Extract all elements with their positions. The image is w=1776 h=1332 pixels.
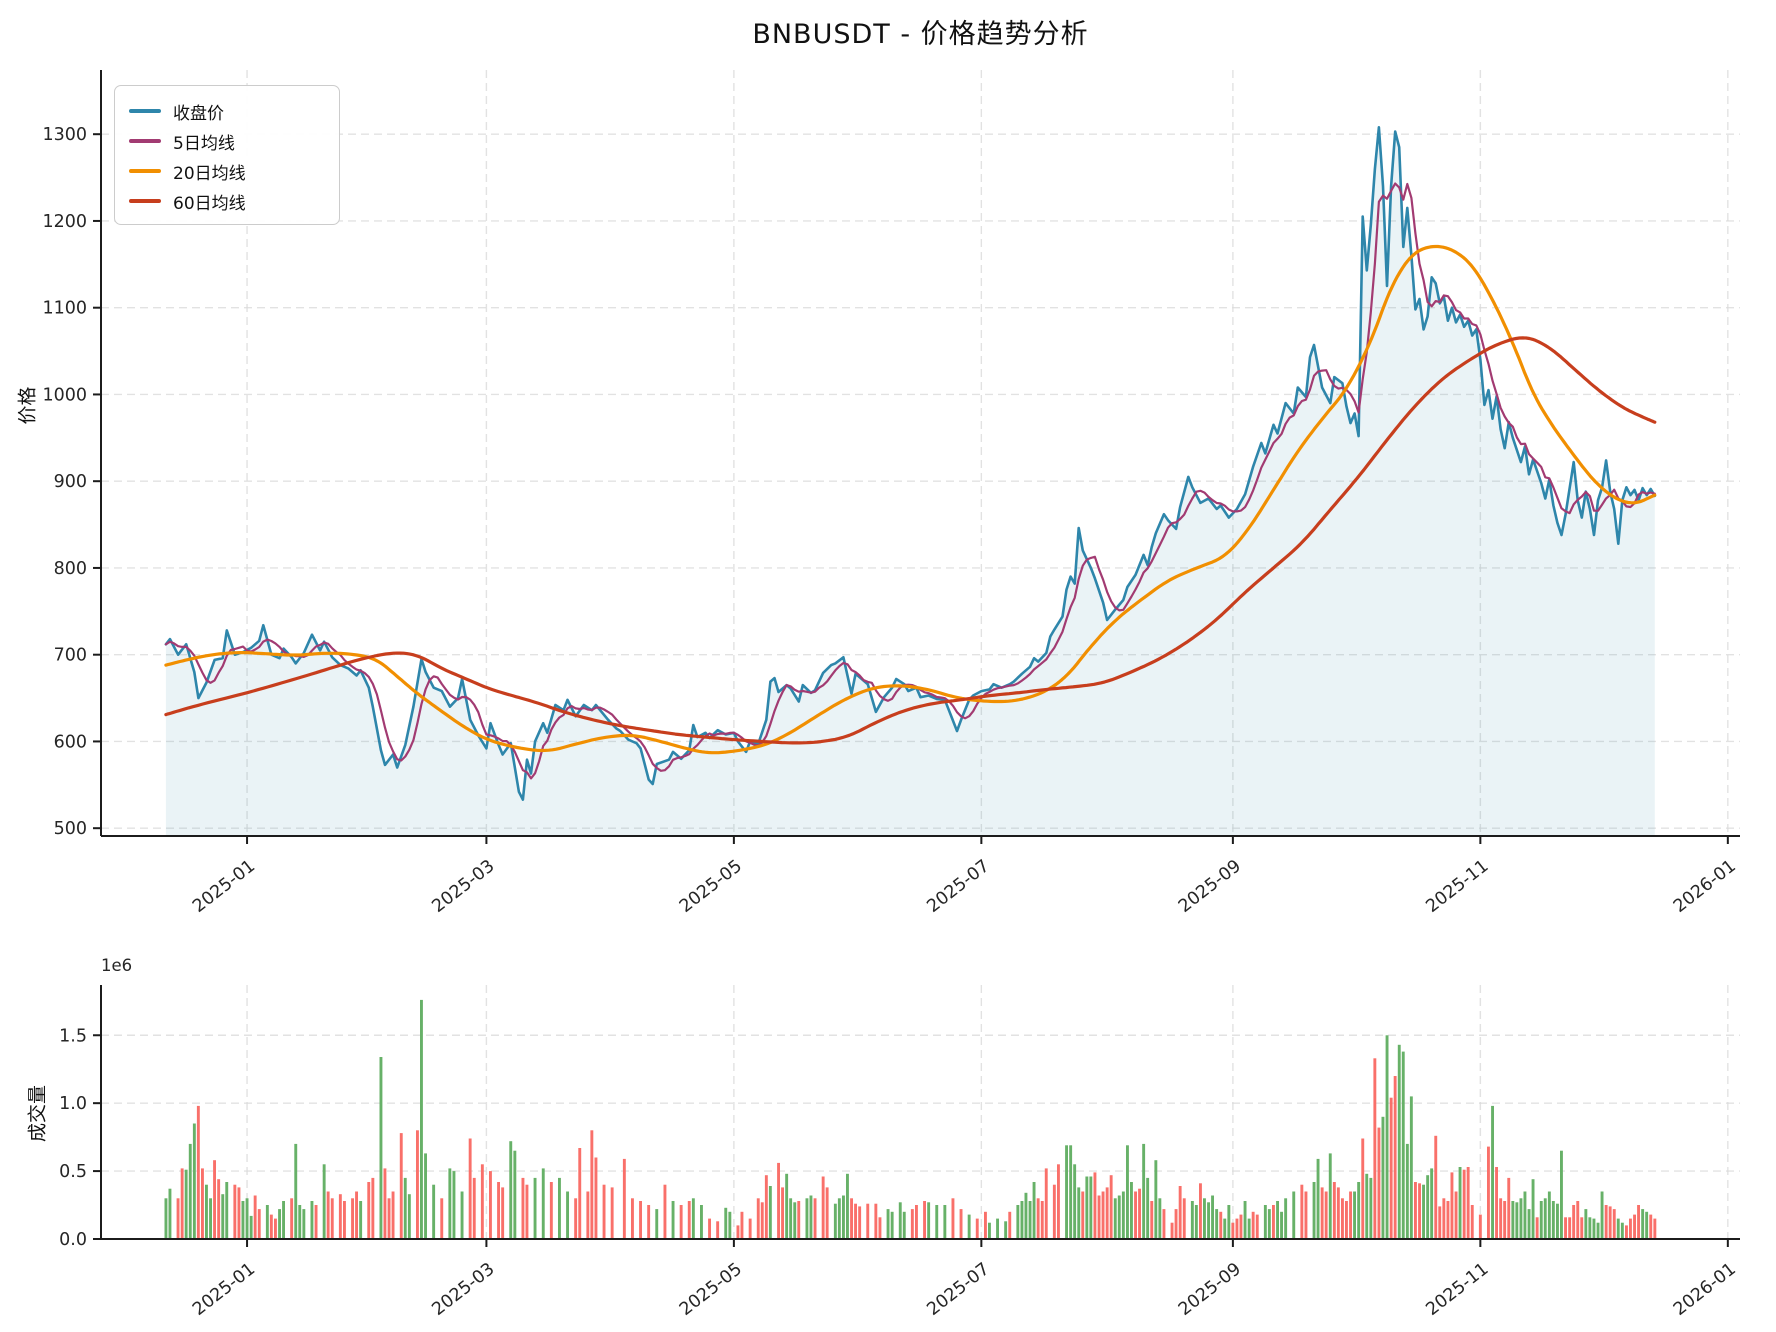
ma60-line [164, 336, 1657, 745]
svg-text:2025-01: 2025-01 [189, 1259, 259, 1320]
legend: 收盘价 5日均线 20日均线 60日均线 [114, 85, 340, 225]
svg-text:500: 500 [54, 819, 87, 839]
close-area-fill [165, 127, 1655, 837]
ma20-line [164, 244, 1657, 755]
svg-text:2025-07: 2025-07 [923, 856, 993, 917]
close-line [164, 126, 1657, 801]
close-line-swatch-icon [129, 109, 161, 113]
legend-item-close: 收盘价 [129, 96, 325, 126]
legend-label-ma20: 20日均线 [173, 163, 246, 184]
price-axis-label: 价格 [16, 386, 39, 425]
svg-text:900: 900 [54, 472, 87, 492]
legend-item-ma60: 60日均线 [129, 186, 325, 216]
svg-text:1.5: 1.5 [59, 1026, 87, 1046]
legend-item-ma5: 5日均线 [129, 126, 325, 156]
ma5-line [164, 182, 1656, 780]
svg-text:2025-05: 2025-05 [676, 856, 746, 917]
svg-text:2025-09: 2025-09 [1175, 1259, 1245, 1320]
ma20-line-swatch-icon [129, 169, 161, 173]
svg-text:1.0: 1.0 [59, 1094, 87, 1114]
legend-label-ma5: 5日均线 [173, 133, 235, 154]
svg-text:1200: 1200 [42, 212, 87, 232]
legend-label-ma60: 60日均线 [173, 193, 246, 214]
svg-text:1000: 1000 [42, 385, 87, 405]
axes [93, 70, 1740, 1247]
svg-text:2025-05: 2025-05 [676, 1259, 746, 1320]
volume-axis-label: 成交量 [26, 1085, 49, 1143]
svg-text:1300: 1300 [42, 125, 87, 145]
svg-text:0.0: 0.0 [59, 1230, 87, 1250]
svg-text:2025-11: 2025-11 [1422, 1259, 1492, 1320]
svg-text:600: 600 [54, 732, 87, 752]
svg-text:800: 800 [54, 559, 87, 579]
legend-item-ma20: 20日均线 [129, 156, 325, 186]
svg-text:2026-01: 2026-01 [1670, 1259, 1740, 1320]
svg-text:2025-01: 2025-01 [189, 856, 259, 917]
svg-text:2025-07: 2025-07 [923, 1259, 993, 1320]
svg-text:2026-01: 2026-01 [1670, 856, 1740, 917]
ma60-line-swatch-icon [129, 199, 161, 203]
svg-text:700: 700 [54, 646, 87, 666]
gridlines [101, 70, 1740, 1239]
chart-title: BNBUSDT - 价格趋势分析 [752, 19, 1089, 50]
legend-label-close: 收盘价 [173, 103, 224, 124]
ma5-line-swatch-icon [129, 139, 161, 143]
svg-text:2025-03: 2025-03 [429, 1259, 499, 1320]
svg-text:1e6: 1e6 [101, 956, 132, 975]
volume-bars [164, 999, 1657, 1239]
svg-text:2025-09: 2025-09 [1175, 856, 1245, 917]
svg-text:1100: 1100 [42, 299, 87, 319]
svg-text:0.5: 0.5 [59, 1162, 87, 1182]
svg-text:2025-11: 2025-11 [1422, 856, 1492, 917]
svg-text:2025-03: 2025-03 [429, 856, 499, 917]
